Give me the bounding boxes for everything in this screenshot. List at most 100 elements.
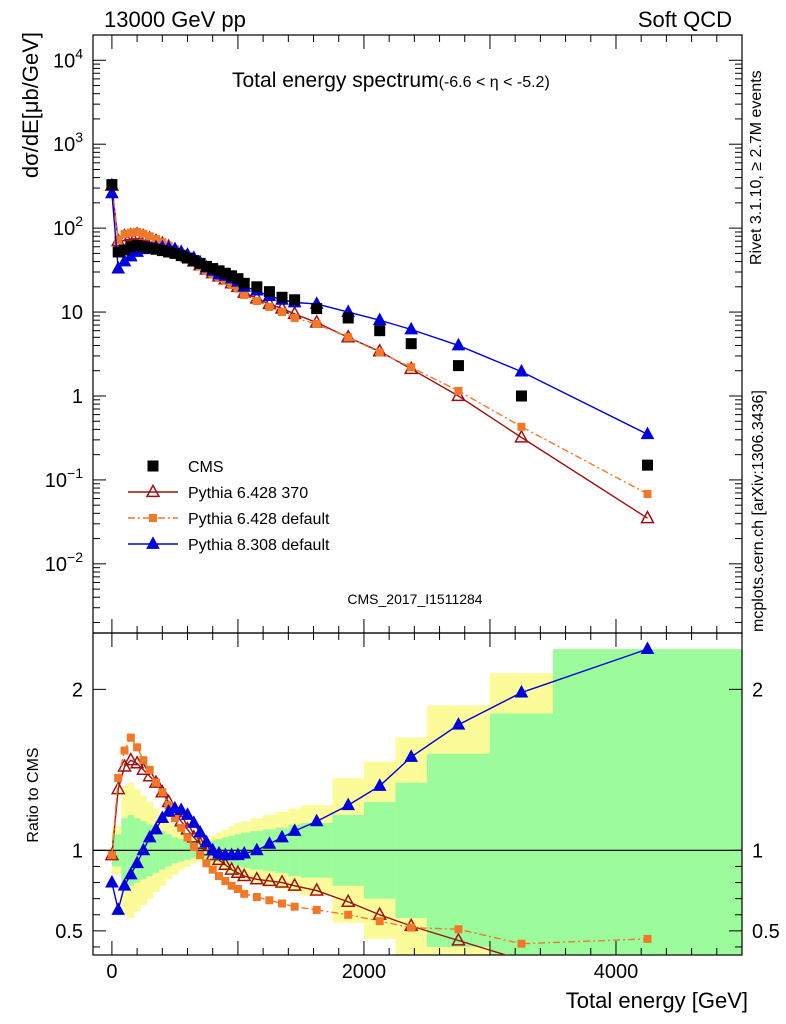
main-y-tick-base: 10	[53, 134, 75, 156]
legend-marker	[149, 514, 157, 522]
main-y-tick-label: 10	[61, 302, 83, 324]
main-series-2-point	[111, 260, 126, 274]
main-series-3-point	[374, 325, 386, 337]
main-series-1-point	[290, 313, 299, 322]
ratio-series-0-point	[236, 867, 252, 882]
ratio-band-inner	[552, 649, 743, 955]
main-y-tick-base: 10	[53, 50, 75, 72]
main-series-0-point	[514, 429, 529, 443]
main-y-tick-exp: 3	[75, 129, 83, 145]
main-series-3-point	[182, 252, 194, 264]
ratio-series-1-point	[227, 881, 236, 890]
ratio-panel: 0 2000 4000 0.5 0.5 1 1 2 2	[55, 632, 780, 983]
main-y-tick-label: 103	[53, 129, 83, 156]
main-series-3-point	[156, 245, 168, 257]
ratio-series-0-point	[249, 871, 265, 885]
ratio-series-1-point	[196, 851, 205, 860]
main-series-1-point	[145, 232, 154, 241]
ratio-y-tick-label-left: 2	[72, 679, 83, 701]
main-series-1-point	[227, 281, 236, 290]
x-tick-label: 4000	[594, 961, 639, 983]
legend-label: Pythia 6.428 default	[188, 511, 330, 528]
main-series-3-point	[200, 260, 212, 272]
main-y-tick-label: 10−2	[45, 549, 83, 576]
legend: CMS Pythia 6.428 370 Pythia 6.428 default P…	[128, 459, 330, 554]
main-series-1-point	[240, 290, 249, 299]
main-series-3-point	[515, 390, 527, 402]
main-series-1-point	[643, 489, 652, 498]
ratio-y-tick-label-right: 1	[752, 840, 763, 862]
main-series-3-point	[289, 294, 301, 306]
main-y-tick-base: 10	[61, 302, 83, 324]
ratio-series-2-point	[249, 842, 264, 856]
ratio-series-1-point	[375, 917, 384, 926]
ratio-series-2-point	[514, 684, 529, 698]
main-series-1-point	[133, 227, 142, 236]
legend-label: Pythia 8.308 default	[188, 537, 330, 554]
main-y-tick-exp: −1	[67, 465, 83, 481]
ratio-series-2-point	[341, 797, 356, 811]
main-series-1-point	[221, 276, 230, 285]
ratio-series-2-point	[136, 842, 151, 856]
ratio-series-2-point	[640, 641, 655, 654]
ratio-series-1-point	[265, 896, 274, 905]
main-series-1-point	[344, 333, 353, 342]
main-title: Total energy spectrum(-6.6 < η < -5.2)	[232, 69, 550, 92]
main-y-tick-label: 102	[53, 213, 83, 240]
main-series-1-point	[114, 236, 123, 245]
ratio-series-1-point	[407, 923, 416, 932]
main-series-3-point	[106, 179, 118, 191]
main-series-0-point	[640, 510, 655, 524]
main-series-1-line	[111, 185, 648, 495]
ratio-series-1-point	[139, 756, 148, 765]
main-series-1-point	[120, 230, 129, 239]
ratio-y-tick-label-left: 1	[72, 840, 83, 862]
main-series-2-point	[105, 185, 119, 199]
main-y-tick-exp: 4	[75, 45, 83, 61]
main-series-3-point	[641, 459, 653, 471]
ratio-series-2-point	[193, 824, 207, 838]
main-series-3-point	[452, 360, 464, 372]
main-series-3-point	[213, 265, 225, 277]
main-series-2-point	[404, 321, 419, 335]
main-series-3-point	[207, 263, 219, 275]
main-series-3-point	[112, 246, 124, 258]
main-series-1-point	[278, 308, 287, 317]
ratio-series-0-point	[309, 882, 324, 896]
rivet-label: Rivet 3.1.10, ≥ 2.7M events	[748, 70, 765, 265]
main-series-1-point	[375, 348, 384, 357]
main-series-2-point	[451, 337, 466, 351]
ratio-series-0-point	[287, 877, 302, 891]
main-series-1-point	[233, 284, 242, 293]
ratio-series-1-point	[252, 893, 261, 902]
ratio-series-1-point	[120, 746, 129, 755]
main-title-suffix: (-6.6 < η < -5.2)	[439, 74, 550, 91]
main-series-3-point	[276, 291, 288, 303]
ratio-series-0-point	[340, 893, 356, 908]
ratio-series-2-point	[130, 855, 144, 869]
ratio-series-1-point	[189, 843, 198, 852]
ratio-series-1-point	[177, 823, 186, 832]
watermark: CMS_2017_I1511284	[347, 591, 482, 607]
ratio-series-1-point	[517, 939, 526, 948]
ratio-series-1-point	[133, 743, 142, 752]
legend-marker	[146, 536, 160, 549]
ratio-series-2-point	[174, 802, 189, 815]
ratio-series-2-point	[262, 836, 277, 849]
mcplots-label: mcplots.cern.ch [arXiv:1306.3436]	[750, 390, 767, 632]
ratio-series-1-point	[312, 905, 321, 914]
main-series-3-point	[169, 247, 181, 259]
ratio-series-0-point	[123, 752, 139, 766]
ratio-series-2-point	[155, 810, 170, 824]
main-series-1-point	[407, 363, 416, 372]
main-y-tick-base: 10	[45, 554, 67, 576]
ratio-series-0-point	[230, 864, 246, 879]
legend-label: Pythia 6.428 370	[188, 485, 308, 502]
ratio-series-1-point	[126, 733, 135, 742]
main-series-3-point	[150, 243, 162, 255]
main-series-2-point	[640, 426, 655, 440]
ratio-series-1-point	[145, 765, 154, 774]
header-right: Soft QCD	[638, 7, 732, 32]
